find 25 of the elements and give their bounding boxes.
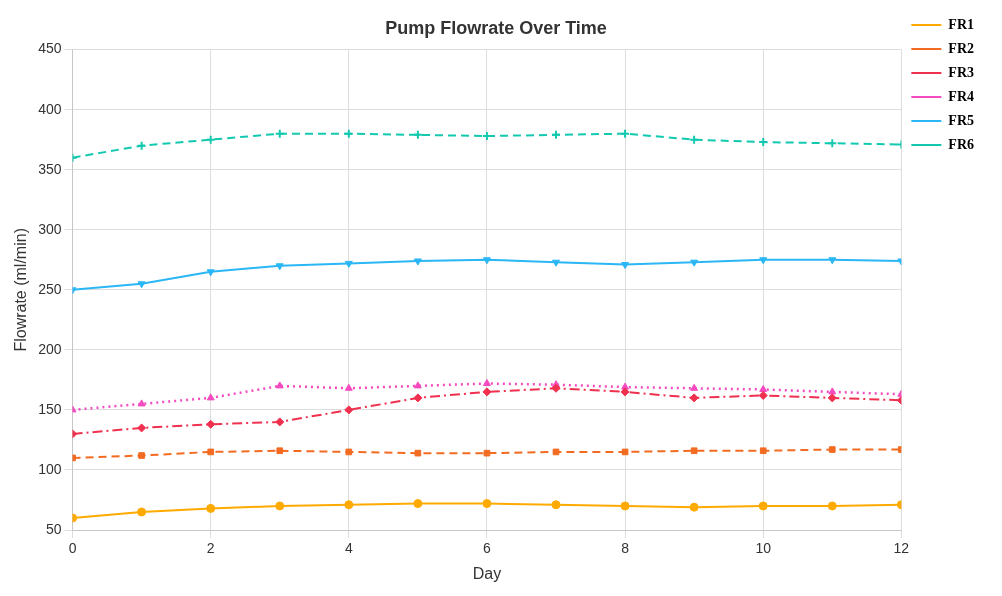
x-axis-title: Day: [472, 564, 502, 582]
y-tick-label: 150: [38, 400, 62, 417]
chart-title: Pump Flowrate Over Time: [385, 17, 607, 38]
legend-label: FR3: [948, 64, 975, 80]
legend-label: FR1: [948, 16, 975, 32]
y-tick-label: 350: [38, 160, 62, 177]
legend-label: FR2: [948, 40, 975, 56]
legend-label: FR4: [948, 88, 975, 104]
x-tick-label: 10: [755, 540, 772, 557]
y-tick-label: 200: [38, 340, 62, 357]
x-tick-label: 4: [344, 540, 353, 557]
y-tick-label: 400: [38, 100, 62, 117]
y-tick-label: 450: [38, 40, 62, 57]
x-tick-label: 8: [621, 540, 630, 557]
legend-label: FR6: [948, 136, 975, 152]
x-tick-label: 12: [893, 540, 910, 557]
y-tick-label: 250: [38, 280, 62, 297]
x-tick-label: 2: [206, 540, 215, 557]
y-axis-title: Flowrate (ml/min): [12, 228, 30, 352]
y-tick-label: 100: [38, 460, 62, 477]
legend-label: FR5: [948, 112, 975, 128]
y-tick-label: 50: [45, 520, 62, 537]
x-tick-label: 0: [68, 540, 77, 557]
y-tick-label: 300: [38, 220, 62, 237]
x-tick-label: 6: [483, 540, 492, 557]
